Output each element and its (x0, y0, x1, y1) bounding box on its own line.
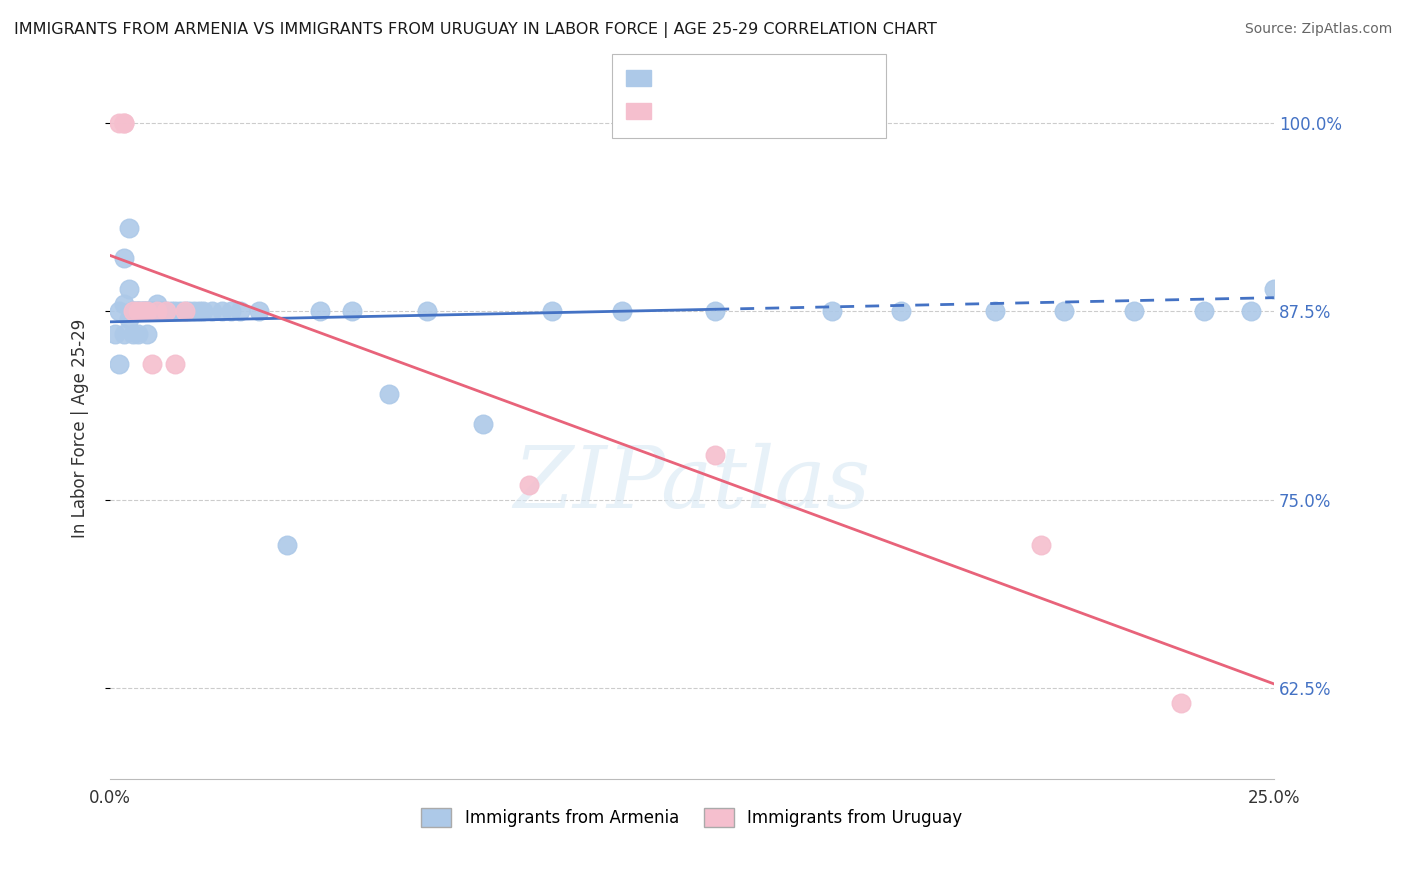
Point (1123, 304, 1146, 318)
Point (183, 304, 205, 318)
Text: IMMIGRANTS FROM ARMENIA VS IMMIGRANTS FROM URUGUAY IN LABOR FORCE | AGE 25-29 CO: IMMIGRANTS FROM ARMENIA VS IMMIGRANTS FR… (14, 22, 936, 38)
Point (308, 304, 330, 318)
Point (169, 304, 191, 318)
Point (141, 304, 163, 318)
Point (155, 304, 177, 318)
Point (145, 304, 167, 318)
Point (104, 326, 127, 341)
Point (118, 282, 141, 296)
Point (122, 304, 145, 318)
Point (165, 357, 187, 371)
Point (118, 221, 141, 235)
Point (179, 304, 201, 318)
Point (1192, 304, 1215, 318)
Point (122, 304, 145, 318)
Point (704, 448, 727, 462)
Point (131, 304, 153, 318)
Point (122, 326, 145, 341)
Point (541, 304, 564, 318)
Text: R =  0.043: R = 0.043 (659, 71, 745, 86)
Text: N = 61: N = 61 (794, 71, 855, 86)
Point (704, 304, 727, 318)
Point (145, 296, 167, 310)
Point (378, 387, 401, 401)
Point (112, 296, 135, 310)
Text: R = -0.653: R = -0.653 (659, 104, 745, 119)
Point (112, 116, 135, 130)
Point (612, 304, 634, 318)
Point (136, 304, 159, 318)
Point (193, 304, 215, 318)
Point (1240, 304, 1263, 318)
Point (1053, 304, 1076, 318)
Point (229, 304, 252, 318)
Point (1263, 282, 1285, 296)
Point (141, 304, 163, 318)
Legend: Immigrants from Armenia, Immigrants from Uruguay: Immigrants from Armenia, Immigrants from… (415, 801, 969, 834)
Text: ZIPatlas: ZIPatlas (513, 443, 870, 525)
Y-axis label: In Labor Force | Age 25-29: In Labor Force | Age 25-29 (72, 318, 89, 538)
Point (247, 304, 270, 318)
Point (112, 252, 135, 266)
Point (165, 304, 187, 318)
Point (122, 304, 145, 318)
Point (471, 417, 494, 432)
Point (1031, 538, 1053, 552)
Point (108, 116, 131, 130)
Point (173, 304, 195, 318)
Point (131, 304, 153, 318)
Point (201, 304, 224, 318)
Point (219, 304, 242, 318)
Point (340, 304, 363, 318)
Point (122, 304, 145, 318)
Point (150, 304, 173, 318)
Point (141, 357, 163, 371)
Point (112, 116, 135, 130)
Point (136, 304, 159, 318)
Text: Source: ZipAtlas.com: Source: ZipAtlas.com (1244, 22, 1392, 37)
Point (108, 357, 131, 371)
Point (211, 304, 233, 318)
Point (127, 326, 149, 341)
Point (127, 304, 149, 318)
Point (517, 477, 540, 491)
Point (187, 304, 209, 318)
Point (112, 326, 135, 341)
Point (136, 326, 159, 341)
Point (145, 304, 167, 318)
Point (131, 304, 153, 318)
Point (890, 304, 912, 318)
Point (1170, 697, 1192, 711)
Point (127, 304, 149, 318)
Point (127, 304, 149, 318)
Point (155, 304, 177, 318)
Point (150, 304, 173, 318)
Point (415, 304, 437, 318)
Point (173, 304, 195, 318)
Point (159, 304, 181, 318)
Point (131, 304, 153, 318)
Point (118, 311, 141, 326)
Point (108, 304, 131, 318)
Point (983, 304, 1005, 318)
Point (136, 304, 159, 318)
Point (821, 304, 844, 318)
Text: N = 16: N = 16 (794, 104, 855, 119)
Point (276, 538, 298, 552)
Point (136, 304, 159, 318)
Point (127, 304, 149, 318)
